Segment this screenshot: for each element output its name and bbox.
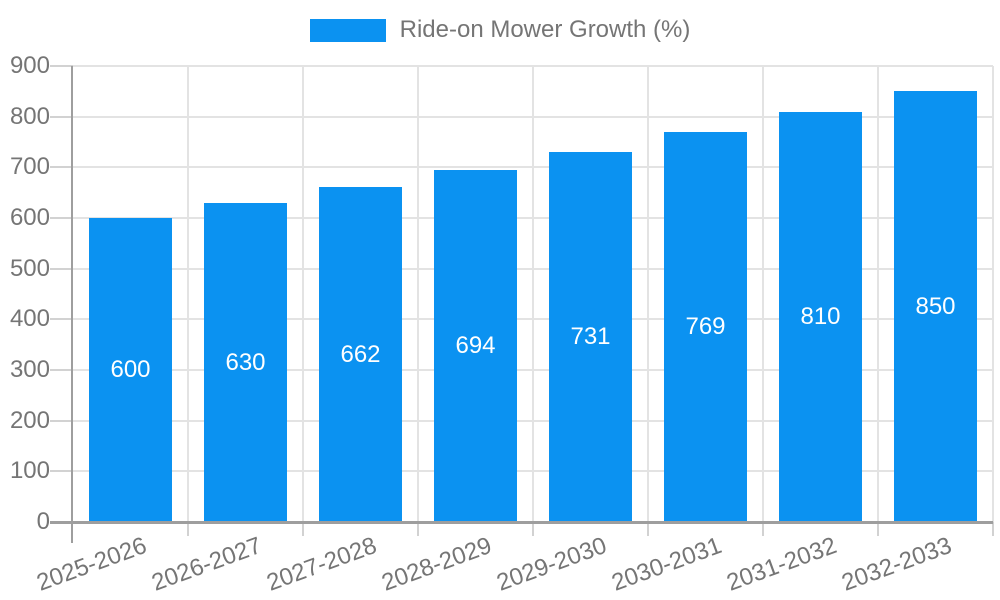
bar[interactable] xyxy=(319,187,402,522)
x-gridline xyxy=(417,66,419,522)
x-axis-tick xyxy=(762,522,764,536)
bar[interactable] xyxy=(779,112,862,522)
y-axis-tick-label: 400 xyxy=(9,305,50,333)
y-axis-tick xyxy=(50,318,73,321)
y-axis-tick-label: 100 xyxy=(9,457,50,485)
bar[interactable] xyxy=(204,203,287,522)
bar[interactable] xyxy=(894,91,977,522)
x-axis-tick xyxy=(302,522,304,536)
y-axis-tick xyxy=(50,267,73,270)
x-gridline xyxy=(187,66,189,522)
legend-swatch-icon xyxy=(309,18,386,42)
x-gridline xyxy=(647,66,649,522)
bar[interactable] xyxy=(434,170,517,522)
x-gridline xyxy=(877,66,879,522)
chart-legend: Ride-on Mower Growth (%) xyxy=(0,0,1000,43)
x-gridline xyxy=(302,66,304,522)
y-axis-line xyxy=(71,66,73,543)
y-axis-tick xyxy=(50,419,73,422)
legend-item-ride-on-mower-growth[interactable]: Ride-on Mower Growth (%) xyxy=(309,16,691,43)
y-axis-tick-label: 800 xyxy=(9,102,50,130)
x-gridline xyxy=(762,66,764,522)
y-axis-tick-label: 200 xyxy=(9,406,50,434)
x-gridline xyxy=(992,66,994,522)
y-axis-tick-label: 500 xyxy=(9,254,50,282)
y-axis-tick-label: 600 xyxy=(9,204,50,231)
bar[interactable] xyxy=(89,218,172,522)
y-axis-tick xyxy=(50,217,73,219)
x-axis-tick xyxy=(647,522,649,536)
y-axis-tick xyxy=(50,65,73,67)
x-axis-line xyxy=(50,521,993,524)
x-axis-tick xyxy=(187,522,189,536)
legend-label: Ride-on Mower Growth (%) xyxy=(399,16,691,43)
y-axis-tick-label: 700 xyxy=(9,153,50,181)
y-axis-tick xyxy=(50,166,73,169)
bar[interactable] xyxy=(664,132,747,522)
x-axis-tick xyxy=(992,522,994,536)
x-axis-tick xyxy=(877,522,879,536)
y-axis-tick-label: 900 xyxy=(9,52,50,79)
y-axis-tick xyxy=(50,369,73,371)
y-axis-tick-label: 300 xyxy=(9,356,50,383)
bar[interactable] xyxy=(549,152,632,522)
y-axis-tick-label: 0 xyxy=(36,508,50,535)
y-axis-tick xyxy=(50,115,73,118)
x-axis-tick xyxy=(532,522,534,536)
x-axis-tick xyxy=(417,522,419,536)
y-axis-tick xyxy=(50,470,73,473)
x-gridline xyxy=(532,66,534,522)
